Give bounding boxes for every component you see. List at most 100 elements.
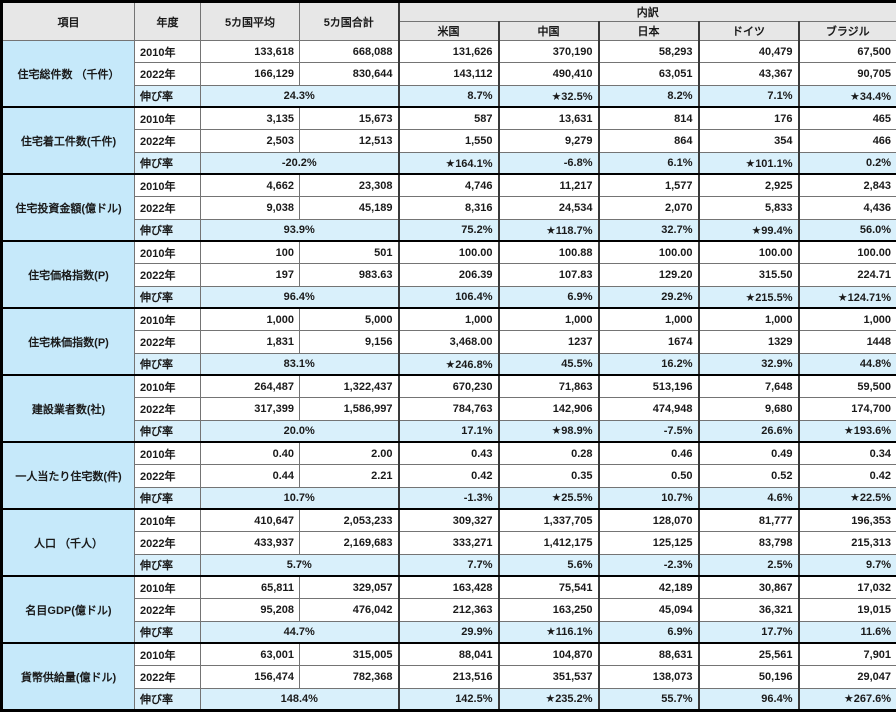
country-value-2010: 196,353 — [797, 508, 896, 533]
country-growth-value: 17.1% — [397, 419, 499, 444]
country-value-2022: 0.42 — [797, 464, 896, 488]
year-label-2022: 2022年 — [134, 129, 201, 153]
row-2022: 2022年 433,937 2,169,683 333,271 1,412,175 125… — [2, 531, 896, 555]
country-value-2010: 370,190 — [497, 39, 599, 64]
country-growth-value: ★34.4% — [797, 84, 896, 109]
country-value-2022: 5,833 — [697, 196, 799, 220]
year-label-2022: 2022年 — [134, 397, 201, 421]
country-value-2022: 1448 — [797, 330, 896, 354]
growth-label: 伸び率 — [134, 486, 201, 511]
country-value-2010: 0.43 — [397, 441, 499, 466]
row-2022: 2022年 1,831 9,156 3,468.00 1237 1674 1329 1448 — [2, 330, 896, 354]
total-value-2022: 1,586,997 — [299, 397, 399, 421]
country-growth-value: 11.6% — [797, 620, 896, 645]
total-value-2022: 782,368 — [299, 665, 399, 689]
year-label-2022: 2022年 — [134, 62, 201, 86]
total-value-2010: 501 — [299, 240, 399, 265]
item-label: 住宅価格指数(P) — [1, 240, 135, 310]
country-value-2022: 354 — [697, 129, 799, 153]
country-growth-value: 55.7% — [597, 687, 699, 712]
growth-label: 伸び率 — [134, 687, 201, 712]
country-value-2010: 67,500 — [797, 39, 896, 64]
total-value-2010: 315,005 — [299, 642, 399, 667]
growth-label: 伸び率 — [134, 218, 201, 243]
country-growth-value: ★124.71% — [797, 285, 896, 310]
country-value-2022: 215,313 — [797, 531, 896, 555]
header-year: 年度 — [134, 1, 201, 41]
header-breakdown: 内訳 — [397, 1, 896, 22]
country-value-2022: 333,271 — [397, 531, 499, 555]
country-value-2010: 0.46 — [597, 441, 699, 466]
growth-label: 伸び率 — [134, 419, 201, 444]
item-label: 建設業者数(社) — [1, 374, 135, 444]
row-2022: 2022年 197 983.63 206.39 107.83 129.20 315.50 22… — [2, 263, 896, 287]
growth-label: 伸び率 — [134, 553, 201, 578]
country-value-2010: 0.28 — [497, 441, 599, 466]
growth-merged-value: 148.4% — [200, 687, 399, 712]
row-2010: 建設業者数(社) 2010年 264,487 1,322,437 670,230 71,8… — [1, 374, 896, 444]
year-label-2022: 2022年 — [134, 464, 201, 488]
country-value-2022: 142,906 — [497, 397, 599, 421]
country-growth-value: 9.7% — [797, 553, 896, 578]
country-value-2022: 125,125 — [597, 531, 699, 555]
header-item: 項目 — [1, 1, 135, 41]
avg-value-2010: 410,647 — [200, 508, 300, 533]
country-growth-value: 0.2% — [797, 151, 896, 176]
avg-value-2010: 1,000 — [200, 307, 300, 332]
growth-merged-value: 10.7% — [200, 486, 399, 511]
growth-merged-value: 83.1% — [200, 352, 399, 377]
total-value-2022: 2.21 — [299, 464, 399, 488]
row-growth: 伸び率 24.3% 8.7% ★32.5% 8.2% 7.1% ★34.4% — [2, 84, 896, 109]
year-label-2010: 2010年 — [134, 173, 201, 198]
growth-merged-value: 24.3% — [200, 84, 399, 109]
total-value-2010: 5,000 — [299, 307, 399, 332]
country-growth-value: 7.7% — [397, 553, 499, 578]
country-growth-value: ★32.5% — [497, 84, 599, 109]
country-value-2010: 81,777 — [697, 508, 799, 533]
growth-merged-value: 96.4% — [200, 285, 399, 310]
table-header: 項目 年度 5カ国平均 5カ国合計 内訳 米国 中国 日本 ドイツ ブラジル — [1, 1, 896, 41]
avg-value-2010: 4,662 — [200, 173, 300, 198]
country-value-2010: 100.88 — [497, 240, 599, 265]
country-growth-value: 96.4% — [697, 687, 799, 712]
country-value-2010: 59,500 — [797, 374, 896, 399]
country-value-2010: 1,000 — [697, 307, 799, 332]
year-label-2010: 2010年 — [134, 642, 201, 667]
row-2022: 2022年 317,399 1,586,997 784,763 142,906 474,9… — [2, 397, 896, 421]
country-value-2022: 1329 — [697, 330, 799, 354]
country-growth-value: 29.9% — [397, 620, 499, 645]
header-five-country-total: 5カ国合計 — [299, 1, 399, 41]
country-value-2010: 2,843 — [797, 173, 896, 198]
country-value-2022: 206.39 — [397, 263, 499, 287]
country-value-2022: 24,534 — [497, 196, 599, 220]
country-value-2010: 88,631 — [597, 642, 699, 667]
row-2010: 名目GDP(億ドル) 2010年 65,811 329,057 163,428 75,54… — [1, 575, 896, 645]
country-value-2022: 490,410 — [497, 62, 599, 86]
country-value-2010: 1,000 — [497, 307, 599, 332]
avg-value-2022: 197 — [200, 263, 300, 287]
country-value-2022: 43,367 — [697, 62, 799, 86]
year-label-2022: 2022年 — [134, 196, 201, 220]
growth-merged-value: 20.0% — [200, 419, 399, 444]
country-value-2010: 587 — [397, 106, 499, 131]
header-row-top: 項目 年度 5カ国平均 5カ国合計 内訳 — [1, 1, 896, 41]
item-label: 貨幣供給量(億ドル) — [1, 642, 135, 712]
row-2010: 一人当たり住宅数(件) 2010年 0.40 2.00 0.43 0.28 0.46 0.49… — [1, 441, 896, 511]
country-growth-value: -1.3% — [397, 486, 499, 511]
total-value-2010: 23,308 — [299, 173, 399, 198]
growth-label: 伸び率 — [134, 285, 201, 310]
country-growth-value: ★116.1% — [497, 620, 599, 645]
avg-value-2010: 100 — [200, 240, 300, 265]
avg-value-2022: 0.44 — [200, 464, 300, 488]
total-value-2010: 15,673 — [299, 106, 399, 131]
country-value-2010: 58,293 — [597, 39, 699, 64]
country-value-2010: 0.34 — [797, 441, 896, 466]
avg-value-2022: 9,038 — [200, 196, 300, 220]
country-value-2022: 466 — [797, 129, 896, 153]
avg-value-2022: 156,474 — [200, 665, 300, 689]
total-value-2022: 983.63 — [299, 263, 399, 287]
row-2022: 2022年 156,474 782,368 213,516 351,537 138,073… — [2, 665, 896, 689]
country-value-2010: 465 — [797, 106, 896, 131]
country-growth-value: ★98.9% — [497, 419, 599, 444]
year-label-2010: 2010年 — [134, 508, 201, 533]
